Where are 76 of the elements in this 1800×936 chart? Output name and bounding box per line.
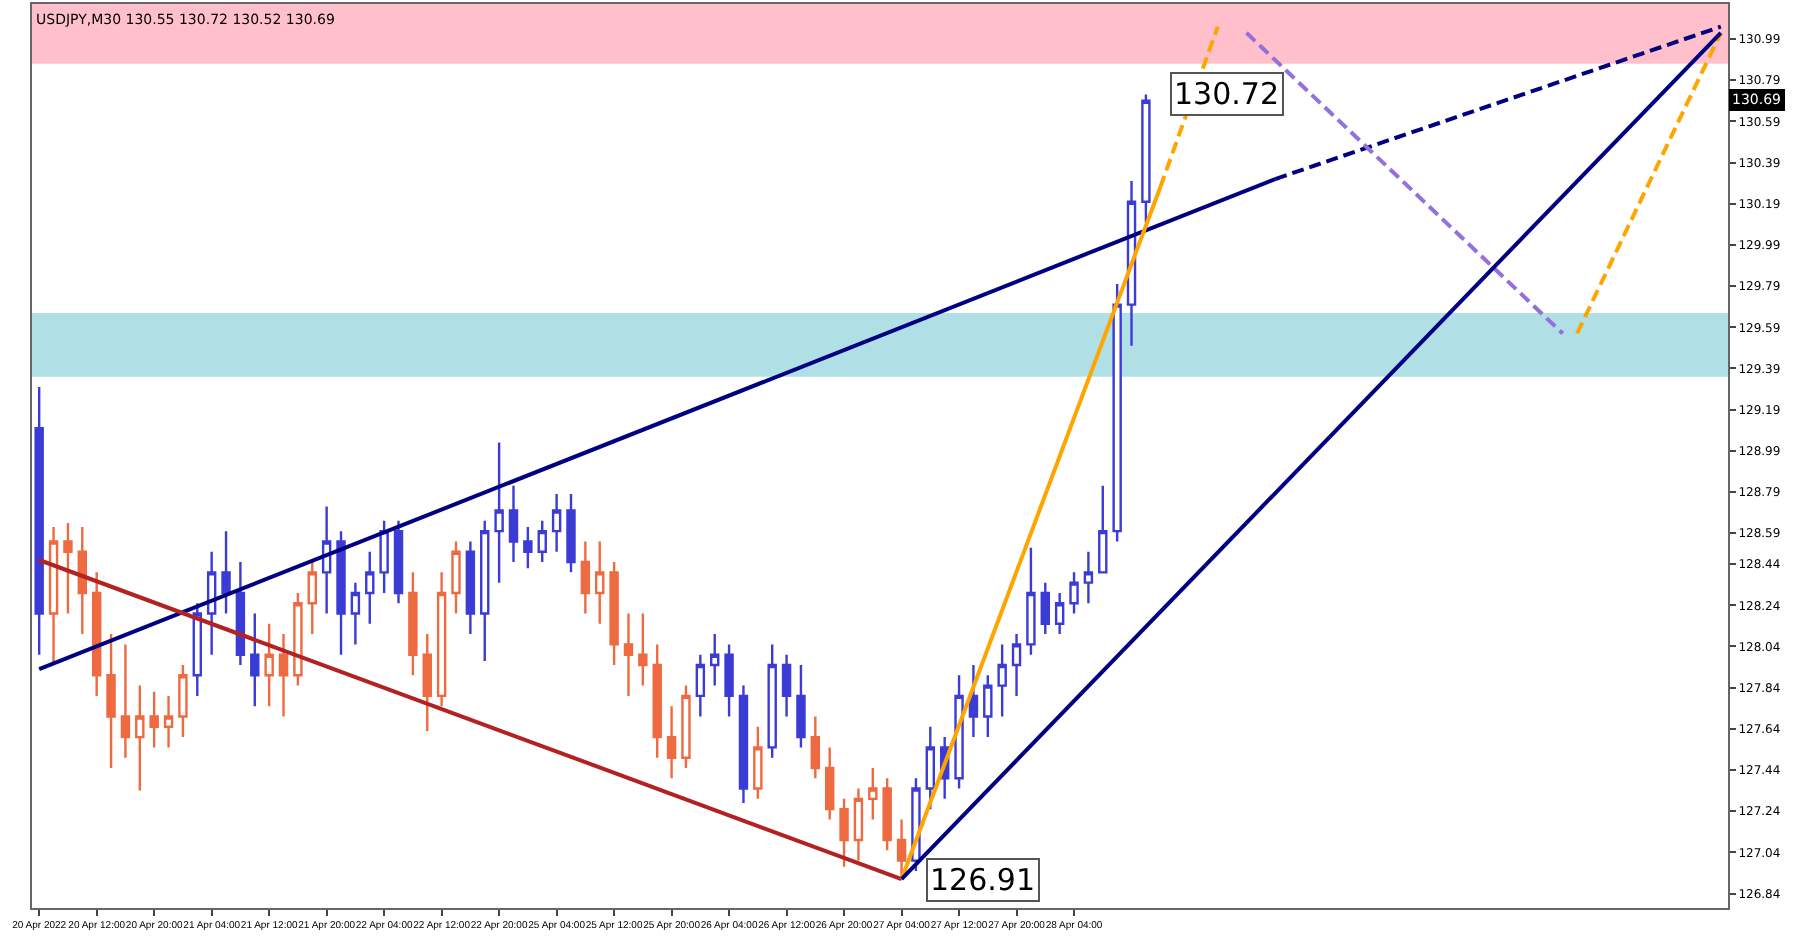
- candlestick: [681, 684, 691, 770]
- candlestick: [523, 525, 533, 570]
- candlestick: [163, 694, 174, 749]
- candlestick: [307, 560, 317, 636]
- candlestick: [192, 602, 202, 698]
- candlestick: [882, 777, 892, 852]
- candlestick: [781, 653, 792, 718]
- candlestick: [710, 632, 720, 687]
- candlestick: [997, 643, 1007, 718]
- candlestick: [264, 622, 274, 708]
- candlestick: [293, 591, 303, 687]
- candlestick: [595, 540, 605, 626]
- candlestick: [451, 540, 461, 615]
- candlestick: [135, 684, 145, 792]
- candlestick: [1083, 550, 1094, 605]
- candlestick: [623, 612, 634, 698]
- candlestick: [336, 529, 346, 656]
- candlestick: [120, 643, 131, 759]
- candlestick: [508, 484, 519, 564]
- candlestick: [408, 571, 418, 677]
- candlestick: [796, 663, 806, 749]
- candlestick: [738, 684, 749, 805]
- candlestick: [465, 540, 476, 636]
- candlestick: [422, 632, 432, 733]
- candlestick: [106, 632, 116, 770]
- candlestick: [365, 550, 375, 626]
- candlestick: [1011, 632, 1022, 698]
- text: 126.91: [930, 862, 1035, 898]
- text: 130.72: [1174, 76, 1279, 112]
- candlestick: [149, 690, 159, 749]
- candlestick: [810, 715, 821, 780]
- candlestick: [206, 550, 217, 656]
- candlestick: [695, 653, 706, 718]
- candlestick: [638, 612, 648, 687]
- candlestick: [350, 581, 361, 646]
- candlestick: [652, 643, 662, 759]
- candlestick: [1069, 571, 1079, 615]
- candlestick: [767, 643, 777, 759]
- candlestick: [551, 492, 562, 553]
- candlestick: [494, 441, 504, 584]
- candlestick: [34, 385, 44, 656]
- candlestick: [1040, 581, 1050, 636]
- candlestick: [480, 519, 490, 663]
- candlestick: [436, 571, 447, 708]
- candlestick: [63, 521, 73, 615]
- candlestick: [221, 529, 231, 615]
- candlestick: [379, 519, 389, 595]
- candlestick: [566, 492, 576, 574]
- candlestick: [853, 787, 864, 862]
- candlestick: [983, 674, 993, 739]
- candlestick: [753, 725, 763, 801]
- candlestick: [1141, 93, 1151, 224]
- candlestick: [925, 725, 936, 811]
- candlestick: [278, 632, 289, 718]
- candlestick: [666, 705, 677, 780]
- candlestick: [77, 525, 88, 636]
- candlestick: [250, 612, 260, 708]
- candlestick: [896, 818, 907, 881]
- candlestick: [839, 797, 849, 869]
- candlestick: [1098, 484, 1108, 574]
- candlestick: [968, 663, 979, 739]
- candlestick: [724, 643, 734, 718]
- candlestick: [824, 746, 835, 821]
- candlestick: [48, 525, 59, 667]
- candlestick: [91, 571, 102, 698]
- candlestick: [393, 519, 404, 605]
- candlestick: [868, 766, 878, 821]
- candlestick: [1112, 282, 1122, 543]
- candlestick: [1026, 546, 1036, 656]
- candlestick: [537, 519, 547, 564]
- candlestick: [1054, 591, 1065, 636]
- candlestick: [580, 540, 591, 615]
- candlestick: [235, 560, 246, 667]
- candlestick: [321, 505, 332, 615]
- candlestick: [609, 560, 619, 667]
- candlestick: [178, 663, 188, 739]
